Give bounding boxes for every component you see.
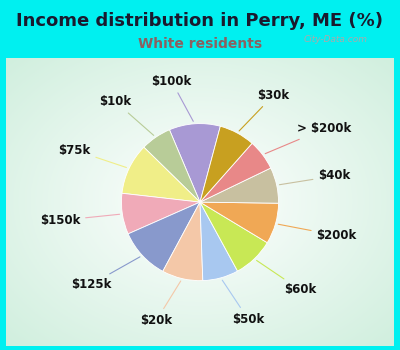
Wedge shape [144,130,200,202]
Text: City-Data.com: City-Data.com [304,35,368,44]
Wedge shape [200,202,278,243]
Text: $60k: $60k [256,260,316,296]
Text: $50k: $50k [222,280,264,326]
Wedge shape [163,202,203,281]
Text: Income distribution in Perry, ME (%): Income distribution in Perry, ME (%) [16,12,384,30]
Text: $40k: $40k [280,169,351,185]
Wedge shape [200,126,252,202]
Text: $75k: $75k [58,144,126,168]
Text: $30k: $30k [239,89,290,131]
Text: $125k: $125k [71,257,140,291]
Wedge shape [200,144,271,202]
Text: White residents: White residents [138,37,262,51]
Wedge shape [122,147,200,202]
Wedge shape [170,124,220,202]
Wedge shape [200,202,267,271]
Wedge shape [200,168,278,203]
Text: $200k: $200k [278,224,357,242]
Wedge shape [128,202,200,271]
Text: $10k: $10k [100,96,154,135]
Text: $150k: $150k [40,214,120,227]
Wedge shape [122,193,200,234]
Text: > $200k: > $200k [265,122,351,154]
Wedge shape [200,202,238,281]
Text: $20k: $20k [140,281,181,327]
Text: $100k: $100k [152,75,193,121]
